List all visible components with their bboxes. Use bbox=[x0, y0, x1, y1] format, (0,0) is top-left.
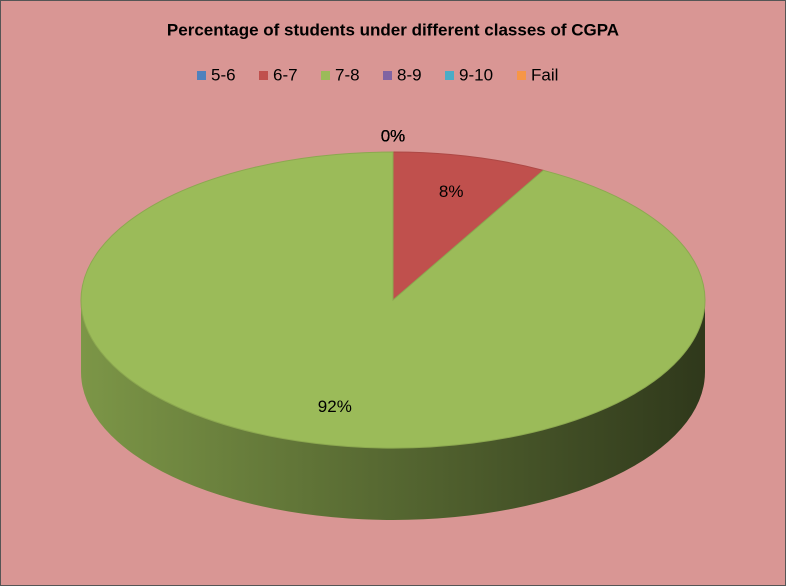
chart-title: Percentage of students under different c… bbox=[167, 20, 619, 39]
legend-swatch bbox=[321, 71, 330, 80]
pie-side bbox=[81, 300, 705, 520]
legend-label: 7-8 bbox=[335, 65, 360, 84]
data-label: 0% bbox=[381, 127, 406, 146]
pie-slice bbox=[80, 151, 706, 449]
data-label: 0% bbox=[381, 127, 406, 146]
legend-label: 9-10 bbox=[459, 65, 493, 84]
legend-label: 8-9 bbox=[397, 65, 422, 84]
legend-swatch bbox=[517, 71, 526, 80]
legend-swatch bbox=[383, 71, 392, 80]
pie-tops bbox=[80, 151, 706, 449]
pie-slice bbox=[392, 151, 545, 302]
pie-sides bbox=[81, 300, 705, 520]
data-label: 0% bbox=[381, 127, 406, 146]
data-label: 8% bbox=[439, 182, 464, 201]
data-label: 0% bbox=[381, 127, 406, 146]
legend-label: 5-6 bbox=[211, 65, 236, 84]
legend-label: 6-7 bbox=[273, 65, 298, 84]
legend-swatch bbox=[197, 71, 206, 80]
legend-swatch bbox=[445, 71, 454, 80]
legend-swatch bbox=[259, 71, 268, 80]
legend-label: Fail bbox=[531, 65, 558, 84]
data-label: 92% bbox=[318, 397, 352, 416]
